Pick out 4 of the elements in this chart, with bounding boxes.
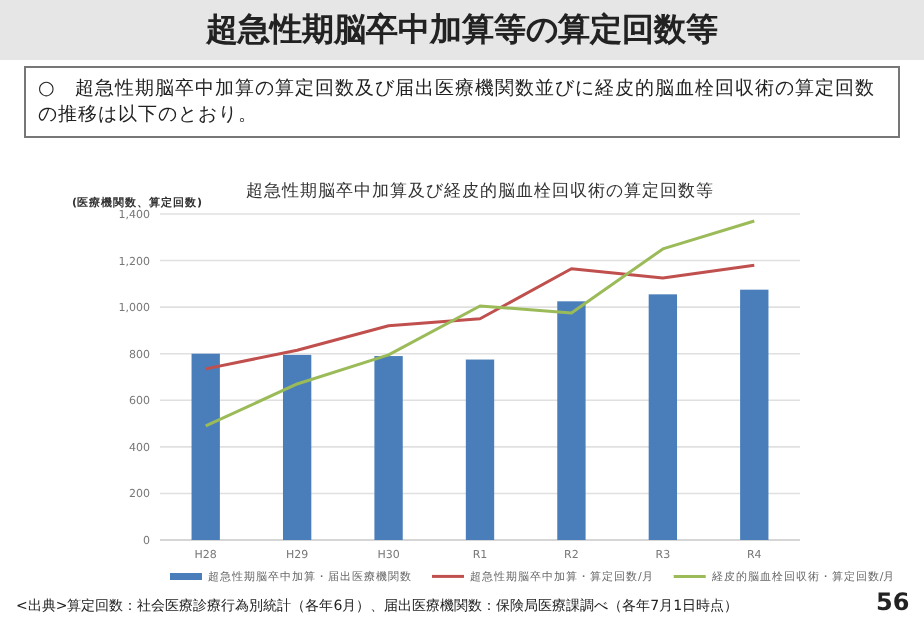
subtitle: 超急性期脳卒中加算及び経皮的脳血栓回収術の算定回数等: [246, 182, 714, 202]
annotation: ○ 超急性期脳卒中加算の算定回数及び届出医療機関数並びに経皮的脳血栓回収術の算定回数の推移は以下のとおり。: [24, 66, 900, 138]
title: 超急性期脳卒中加算等の算定回数等: [0, 0, 924, 60]
annotation: 56: [876, 588, 910, 616]
